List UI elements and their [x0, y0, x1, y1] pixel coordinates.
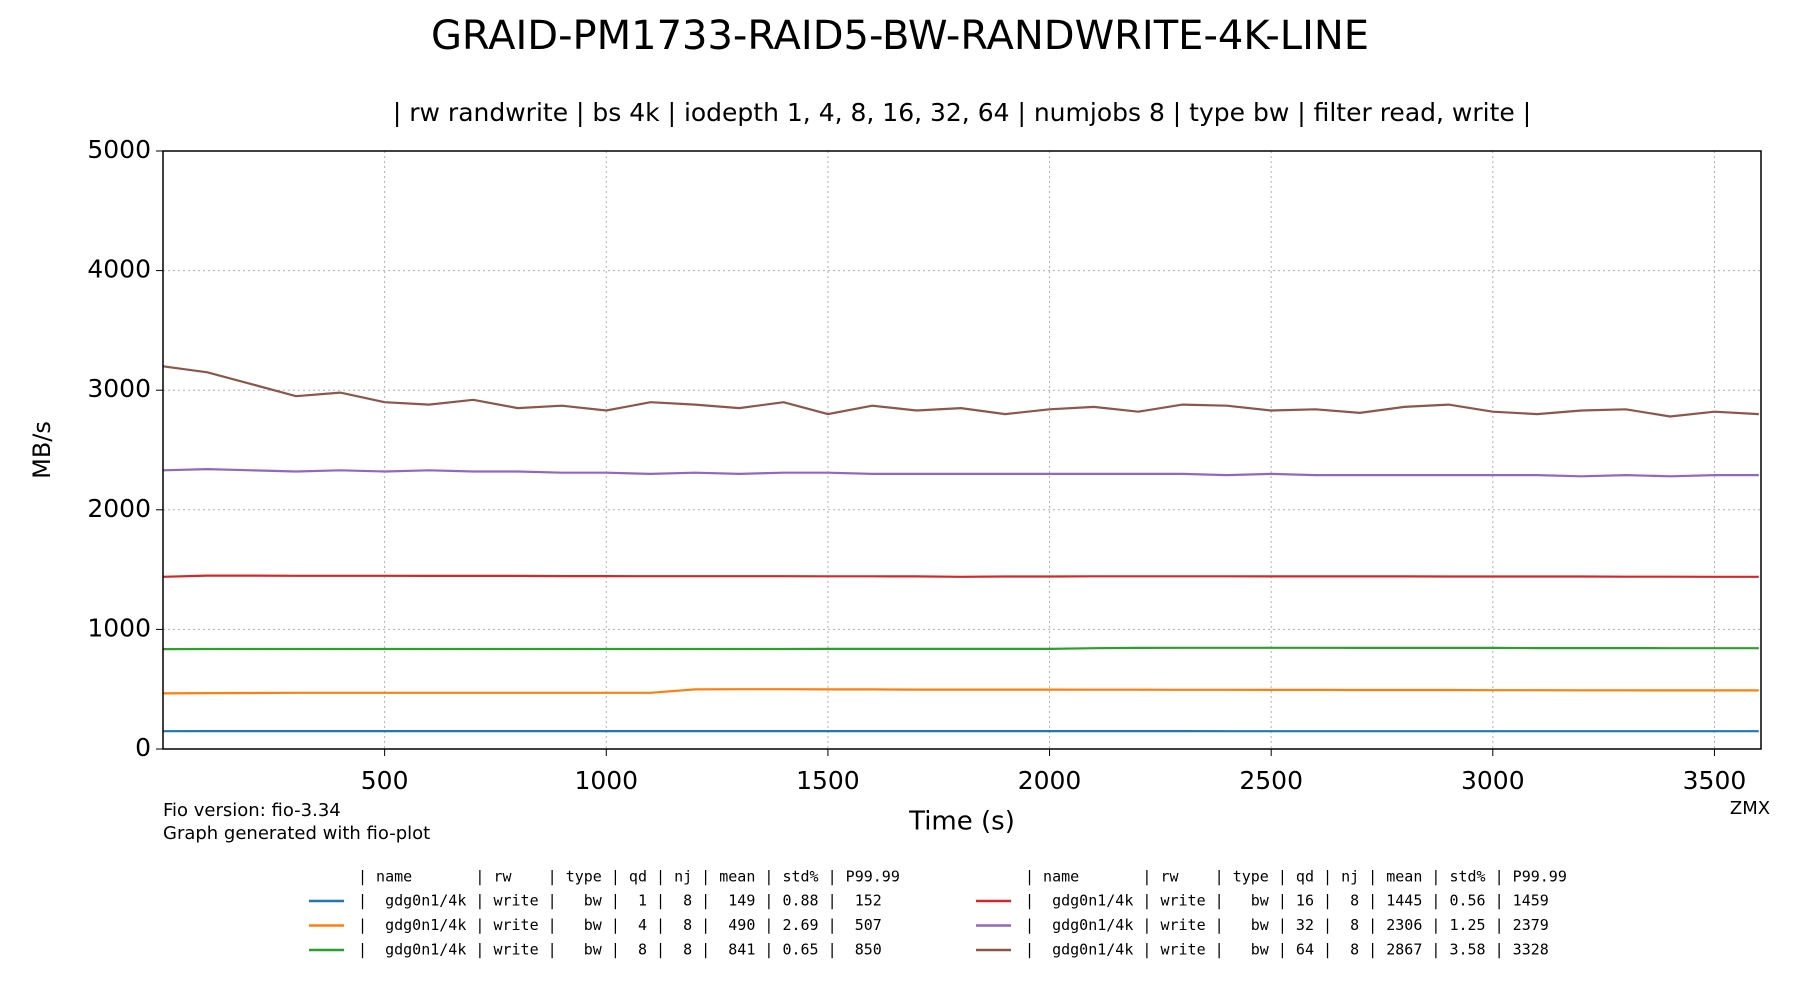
data-line	[162, 574, 1759, 578]
legend-label: | gdg0n1/4k | write | bw | 16 | 8 | 1445…	[1025, 892, 1549, 910]
y-tick-label: 2000	[87, 494, 151, 523]
y-tick-label: 4000	[87, 255, 151, 284]
y-tick-label: 5000	[87, 135, 151, 164]
data-line	[162, 365, 1759, 418]
footnote: Graph generated with fio-plot	[163, 823, 430, 844]
data-line	[162, 646, 1759, 651]
x-tick-label: 500	[361, 766, 409, 795]
legend-header: | name | rw | type | qd | nj | mean | st…	[1025, 868, 1567, 886]
legend-label: | gdg0n1/4k | write | bw | 64 | 8 | 2867…	[1025, 941, 1549, 959]
legend-header: | name | rw | type | qd | nj | mean | st…	[358, 868, 900, 886]
corner-note: ZMX	[1730, 798, 1770, 819]
legend-label: | gdg0n1/4k | write | bw | 32 | 8 | 2306…	[1025, 916, 1549, 934]
y-axis-label: MB/s	[28, 421, 56, 479]
x-tick-label: 1000	[574, 766, 638, 795]
y-tick-label: 3000	[87, 374, 151, 403]
chart-subtitle: | rw randwrite | bs 4k | iodepth 1, 4, 8…	[393, 98, 1531, 127]
footnote: Fio version: fio-3.34	[163, 800, 341, 821]
y-tick-label: 1000	[87, 613, 151, 642]
x-tick-label: 3500	[1683, 766, 1747, 795]
data-line	[162, 688, 1759, 695]
x-tick-label: 1500	[796, 766, 860, 795]
plot-frame	[162, 150, 1762, 750]
y-tick-label: 0	[135, 733, 151, 762]
data-line	[162, 467, 1759, 478]
chart-title: GRAID-PM1733-RAID5-BW-RANDWRITE-4K-LINE	[431, 13, 1369, 59]
x-axis-label: Time (s)	[908, 807, 1015, 837]
legend-label: | gdg0n1/4k | write | bw | 1 | 8 | 149 |…	[358, 892, 882, 910]
legend-label: | gdg0n1/4k | write | bw | 8 | 8 | 841 |…	[358, 941, 882, 959]
x-tick-label: 2000	[1018, 766, 1082, 795]
x-tick-label: 2500	[1239, 766, 1303, 795]
legend-label: | gdg0n1/4k | write | bw | 4 | 8 | 490 |…	[358, 916, 882, 934]
x-tick-label: 3000	[1461, 766, 1525, 795]
